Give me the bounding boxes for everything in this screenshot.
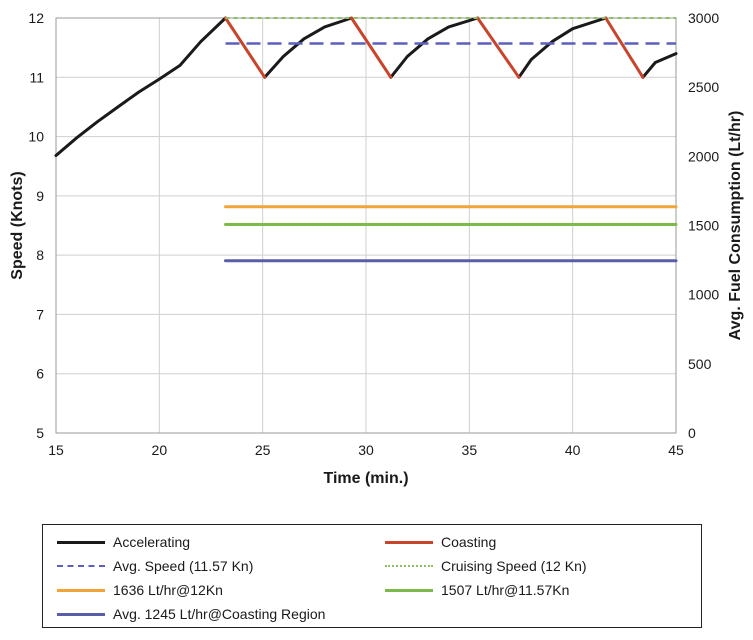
legend-label: 1507 Lt/hr@11.57Kn bbox=[441, 582, 570, 598]
y2-axis-label: Avg. Fuel Consumption (Lt/hr) bbox=[727, 111, 744, 341]
legend-swatch bbox=[57, 588, 105, 592]
x-tick-label: 15 bbox=[48, 442, 64, 458]
y2-tick-label: 1000 bbox=[688, 287, 719, 303]
y-axis-label: Speed (Knots) bbox=[9, 171, 26, 279]
series-coasting bbox=[224, 16, 645, 79]
series-line bbox=[604, 16, 645, 79]
legend-item: Cruising Speed (12 Kn) bbox=[385, 555, 587, 577]
y2-tick-label: 2500 bbox=[688, 79, 719, 95]
legend-item: Coasting bbox=[385, 531, 496, 553]
series-line bbox=[389, 16, 480, 79]
legend-swatch bbox=[57, 612, 105, 616]
y-tick-labels: 5 6 7 8 9 10 11 12 bbox=[28, 10, 44, 441]
legend-swatch bbox=[57, 540, 105, 544]
series-line bbox=[641, 52, 678, 79]
x-tick-label: 35 bbox=[462, 442, 478, 458]
legend-swatch bbox=[385, 588, 433, 592]
y-tick-label: 11 bbox=[29, 69, 44, 85]
y2-tick-label: 2000 bbox=[688, 148, 719, 164]
y-tick-label: 10 bbox=[28, 129, 44, 145]
legend-swatch bbox=[385, 565, 433, 567]
legend-item: 1507 Lt/hr@11.57Kn bbox=[385, 579, 569, 601]
x-tick-label: 25 bbox=[255, 442, 271, 458]
y2-tick-label: 3000 bbox=[688, 10, 719, 26]
x-tick-labels: 15 20 25 30 35 40 45 bbox=[48, 442, 684, 458]
legend-label: Accelerating bbox=[113, 534, 191, 550]
legend-label: 1636 Lt/hr@12Kn bbox=[113, 582, 223, 598]
y-tick-label: 8 bbox=[36, 247, 44, 263]
x-tick-label: 40 bbox=[565, 442, 581, 458]
legend-label: Coasting bbox=[441, 534, 497, 550]
series-line bbox=[263, 16, 353, 79]
legend-label: Cruising Speed (12 Kn) bbox=[441, 558, 587, 574]
legend-swatch bbox=[385, 540, 433, 544]
y2-tick-label: 1500 bbox=[688, 218, 719, 234]
legend-item: Avg. 1245 Lt/hr@Coasting Region bbox=[57, 603, 325, 625]
y2-tick-label: 0 bbox=[688, 425, 696, 441]
series-line bbox=[476, 16, 521, 79]
legend-item: Avg. Speed (11.57 Kn) bbox=[57, 555, 253, 577]
x-tick-label: 20 bbox=[152, 442, 168, 458]
chart-legend: Accelerating Coasting Avg. Speed (11.57 Kn… bbox=[42, 524, 702, 628]
series-layer bbox=[54, 16, 678, 263]
series-line bbox=[224, 16, 267, 79]
x-tick-label: 45 bbox=[668, 442, 684, 458]
chart-canvas: 15 20 25 30 35 40 45 5 6 7 8 9 10 11 12 0 500 1000 1500 2… bbox=[9, 10, 744, 487]
x-tick-label: 30 bbox=[358, 442, 374, 458]
legend-swatch bbox=[57, 565, 105, 567]
y2-tick-labels: 0 500 1000 1500 2000 2500 3000 bbox=[688, 10, 719, 441]
series-accelerating bbox=[54, 16, 678, 157]
series-line bbox=[517, 16, 608, 79]
y-tick-label: 5 bbox=[36, 425, 44, 441]
y-tick-label: 6 bbox=[36, 366, 44, 382]
legend-label: Avg. 1245 Lt/hr@Coasting Region bbox=[113, 606, 326, 622]
y-tick-label: 12 bbox=[28, 10, 44, 26]
y-tick-label: 7 bbox=[36, 306, 44, 322]
series-line bbox=[350, 16, 393, 79]
y2-tick-label: 500 bbox=[688, 356, 712, 372]
y-tick-label: 9 bbox=[36, 188, 44, 204]
series-line bbox=[54, 16, 227, 157]
legend-item: 1636 Lt/hr@12Kn bbox=[57, 579, 223, 601]
legend-item: Accelerating bbox=[57, 531, 190, 553]
legend-label: Avg. Speed (11.57 Kn) bbox=[113, 558, 254, 574]
x-axis-label: Time (min.) bbox=[323, 470, 408, 487]
